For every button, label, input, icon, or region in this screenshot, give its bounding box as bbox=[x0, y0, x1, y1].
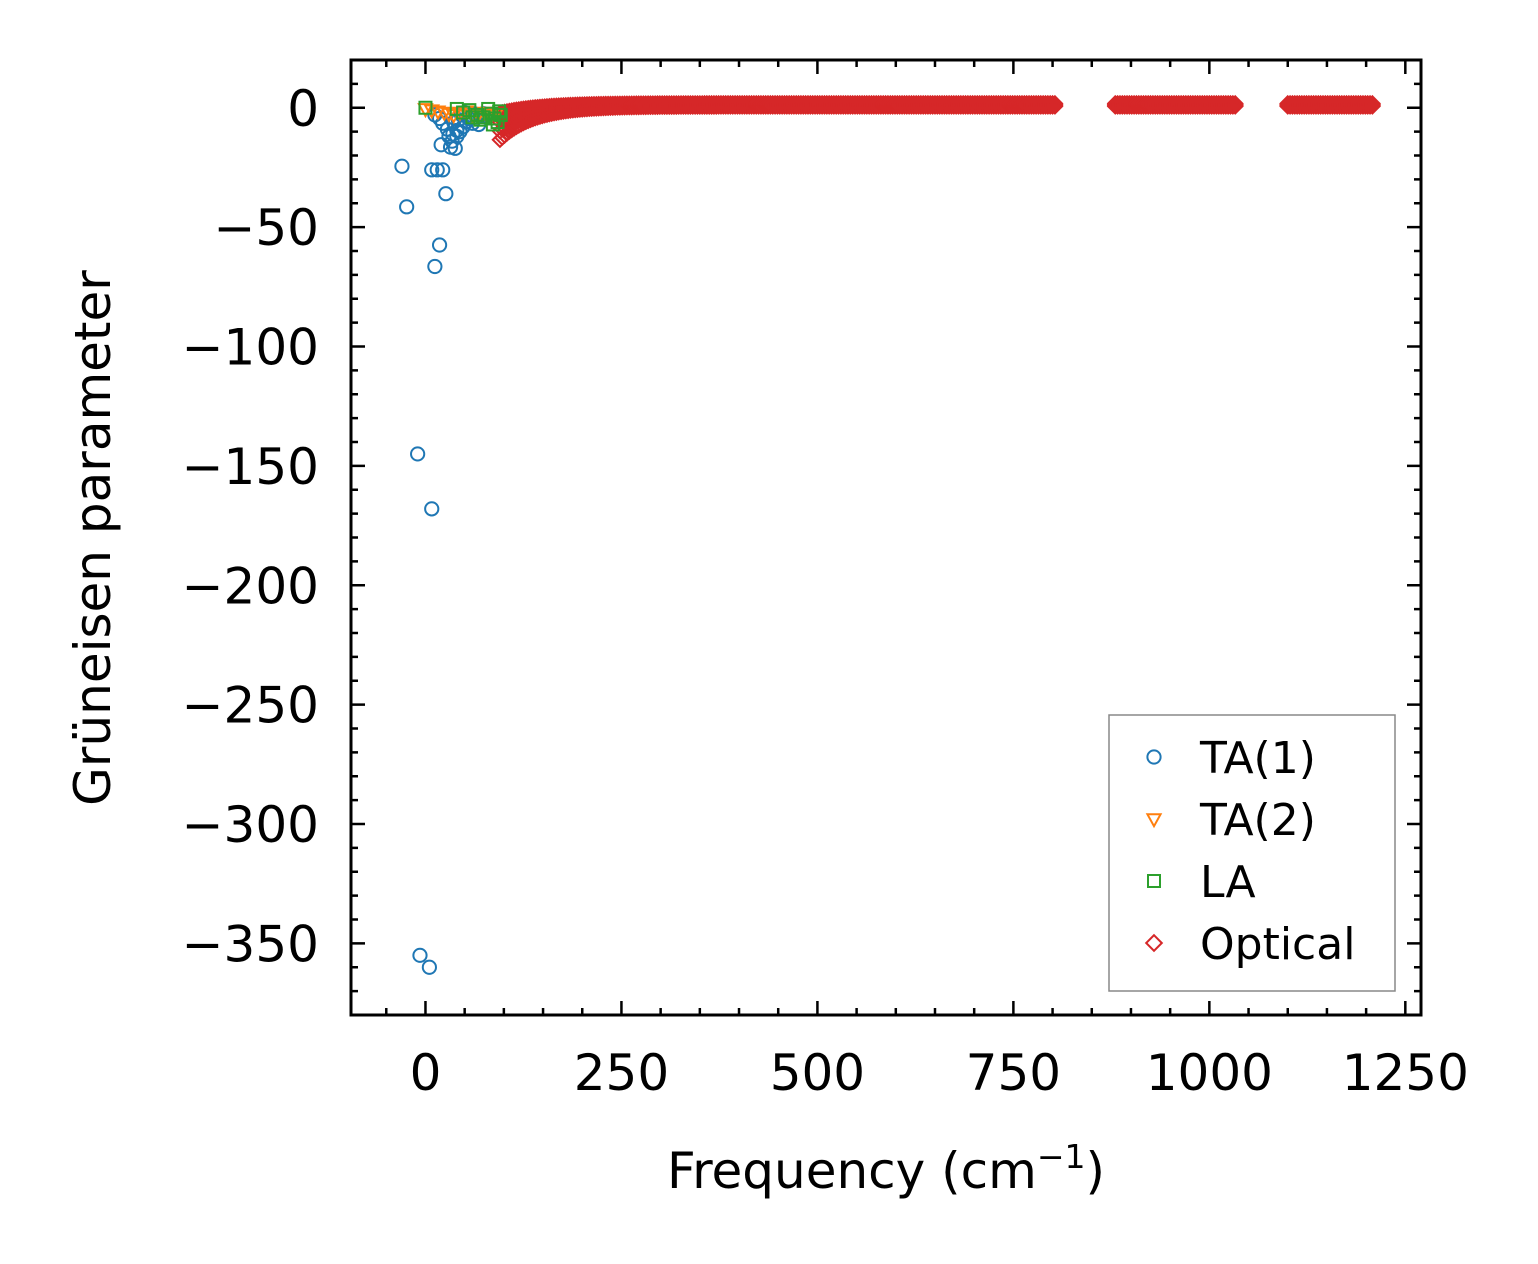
y-tick-label: 0 bbox=[287, 80, 319, 138]
y-axis-label: Grüneisen parameter bbox=[64, 270, 122, 806]
la-point bbox=[465, 110, 480, 125]
ta-1-point bbox=[427, 258, 443, 275]
optical-point bbox=[1046, 94, 1064, 113]
la-point bbox=[462, 103, 477, 118]
ta-1-point bbox=[394, 158, 410, 174]
x-tick-label: 0 bbox=[410, 1044, 442, 1102]
x-tick-label: 500 bbox=[770, 1044, 865, 1102]
legend-label: Optical bbox=[1200, 919, 1355, 970]
la-point bbox=[492, 104, 507, 119]
y-tick-label: −100 bbox=[182, 319, 319, 377]
optical-point bbox=[1363, 94, 1381, 113]
legend-label: LA bbox=[1200, 857, 1256, 908]
la-point bbox=[476, 110, 491, 125]
ta-1-point bbox=[399, 199, 415, 215]
x-tick-label: 250 bbox=[574, 1044, 669, 1102]
y-tick-label: −250 bbox=[182, 677, 319, 735]
x-tick-label: 750 bbox=[966, 1044, 1061, 1102]
legend-label: TA(1) bbox=[1199, 733, 1316, 784]
ta-1-point bbox=[438, 186, 454, 202]
y-tick-label: −200 bbox=[182, 557, 319, 615]
x-tick-label: 1250 bbox=[1342, 1044, 1469, 1102]
la-point bbox=[485, 117, 500, 132]
ta-2-point bbox=[435, 106, 453, 122]
ta-1-point bbox=[445, 126, 461, 142]
ta-1-point bbox=[410, 446, 426, 462]
la-point bbox=[490, 115, 505, 130]
ta-1-point bbox=[424, 501, 440, 517]
ta-1-point bbox=[433, 137, 449, 153]
ta-1-point bbox=[429, 162, 445, 178]
la-point bbox=[418, 100, 433, 115]
ta-1-point bbox=[421, 959, 437, 975]
legend-marker bbox=[1145, 813, 1163, 829]
ta-1-point bbox=[449, 122, 465, 139]
legend-marker bbox=[1146, 749, 1162, 765]
legend-marker bbox=[1144, 933, 1164, 953]
ta-1-point bbox=[431, 237, 448, 253]
legend-box bbox=[1108, 714, 1396, 992]
x-tick-label: 1000 bbox=[1146, 1044, 1273, 1102]
axis-ticks bbox=[351, 58, 1421, 1017]
y-tick-label: −300 bbox=[182, 796, 319, 854]
legend-label: TA(2) bbox=[1199, 795, 1316, 846]
y-tick-label: −150 bbox=[182, 438, 319, 496]
tick-labels: 0 250 500 750 1000 1250 0 −50 −100 −150 −200 −250 −3… bbox=[182, 80, 1469, 1102]
y-tick-label: −350 bbox=[182, 915, 319, 973]
optical-point bbox=[1226, 94, 1244, 113]
ta-1-point bbox=[424, 162, 440, 178]
legend-marker bbox=[1147, 874, 1161, 888]
plot-area bbox=[394, 94, 1381, 975]
y-tick-label: −50 bbox=[213, 199, 319, 257]
legend: TA(1) TA(2) LA Optical bbox=[1108, 714, 1396, 992]
la-point bbox=[493, 107, 508, 122]
x-axis-label: Frequency (cm−1) bbox=[667, 1137, 1105, 1200]
ta-1-point bbox=[435, 162, 451, 178]
ta-1-point bbox=[412, 947, 428, 963]
